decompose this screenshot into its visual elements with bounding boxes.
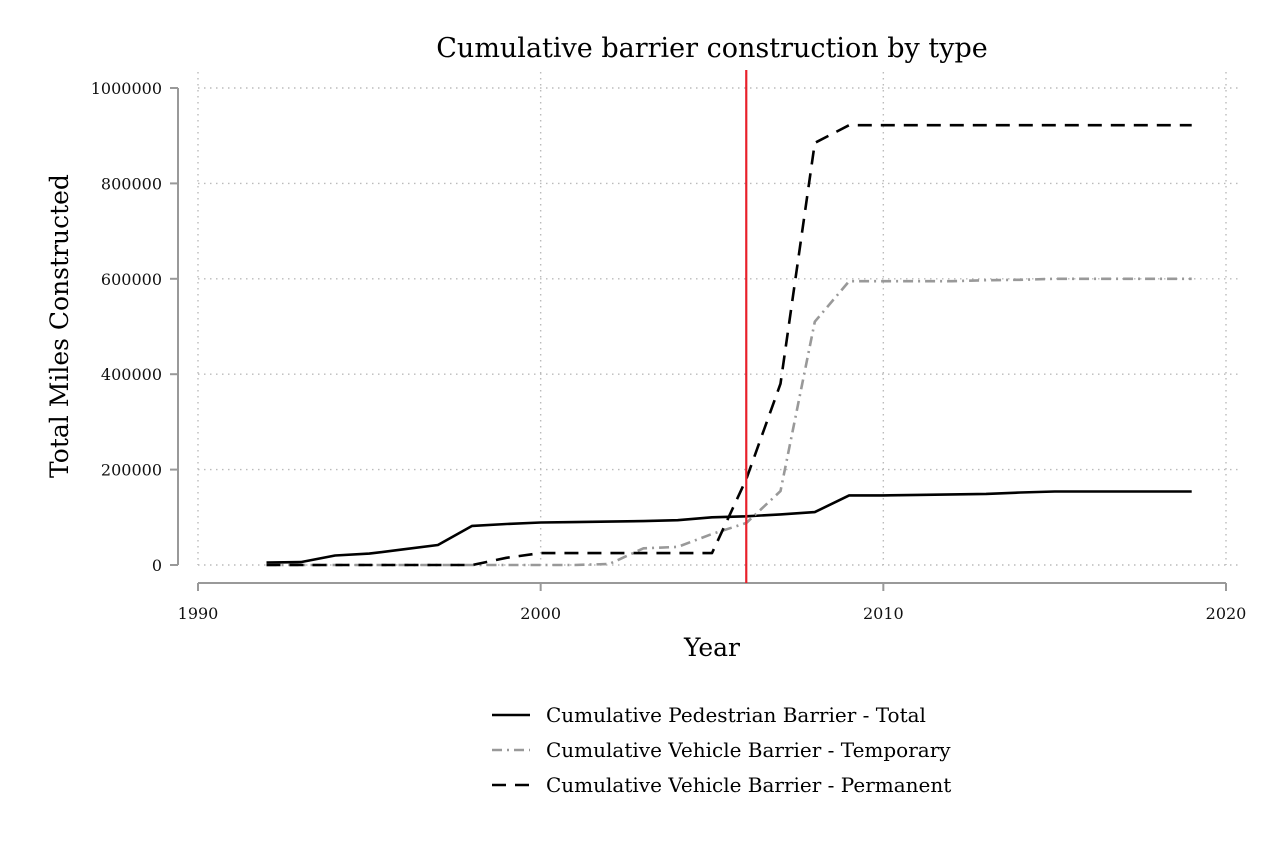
chart-title: Cumulative barrier construction by type: [436, 33, 987, 64]
y-tick-label: 200000: [101, 461, 162, 480]
x-axis-title: Year: [683, 633, 740, 662]
y-tick-label: 600000: [101, 270, 162, 289]
y-tick-label: 0: [152, 556, 162, 575]
x-tick-label: 2020: [1206, 604, 1247, 623]
series-line-3: [266, 123, 1192, 567]
y-axis-ticks: 0 200000 400000 600000 800000 1000000: [91, 79, 178, 575]
x-tick-label: 2010: [863, 604, 904, 623]
x-tick-label: 2000: [520, 604, 561, 623]
y-tick-label: 800000: [101, 174, 162, 193]
y-tick-label: 1000000: [91, 79, 162, 98]
y-tick-label: 400000: [101, 365, 162, 384]
legend-label-2: Cumulative Vehicle Barrier - Temporary: [546, 738, 951, 762]
axes: [177, 88, 1226, 584]
legend: Cumulative Pedestrian Barrier - Total Cum…: [492, 703, 951, 797]
x-axis-ticks: 1990 2000 2010 2020: [178, 583, 1247, 623]
series-lines: [266, 123, 1192, 567]
series-line-1: [266, 490, 1192, 564]
x-tick-label: 1990: [178, 604, 219, 623]
y-axis-title: Total Miles Constructed: [45, 174, 74, 478]
legend-label-1: Cumulative Pedestrian Barrier - Total: [546, 703, 926, 727]
gridlines: [197, 72, 1242, 566]
legend-label-3: Cumulative Vehicle Barrier - Permanent: [546, 773, 951, 797]
series-line-2: [266, 277, 1192, 567]
